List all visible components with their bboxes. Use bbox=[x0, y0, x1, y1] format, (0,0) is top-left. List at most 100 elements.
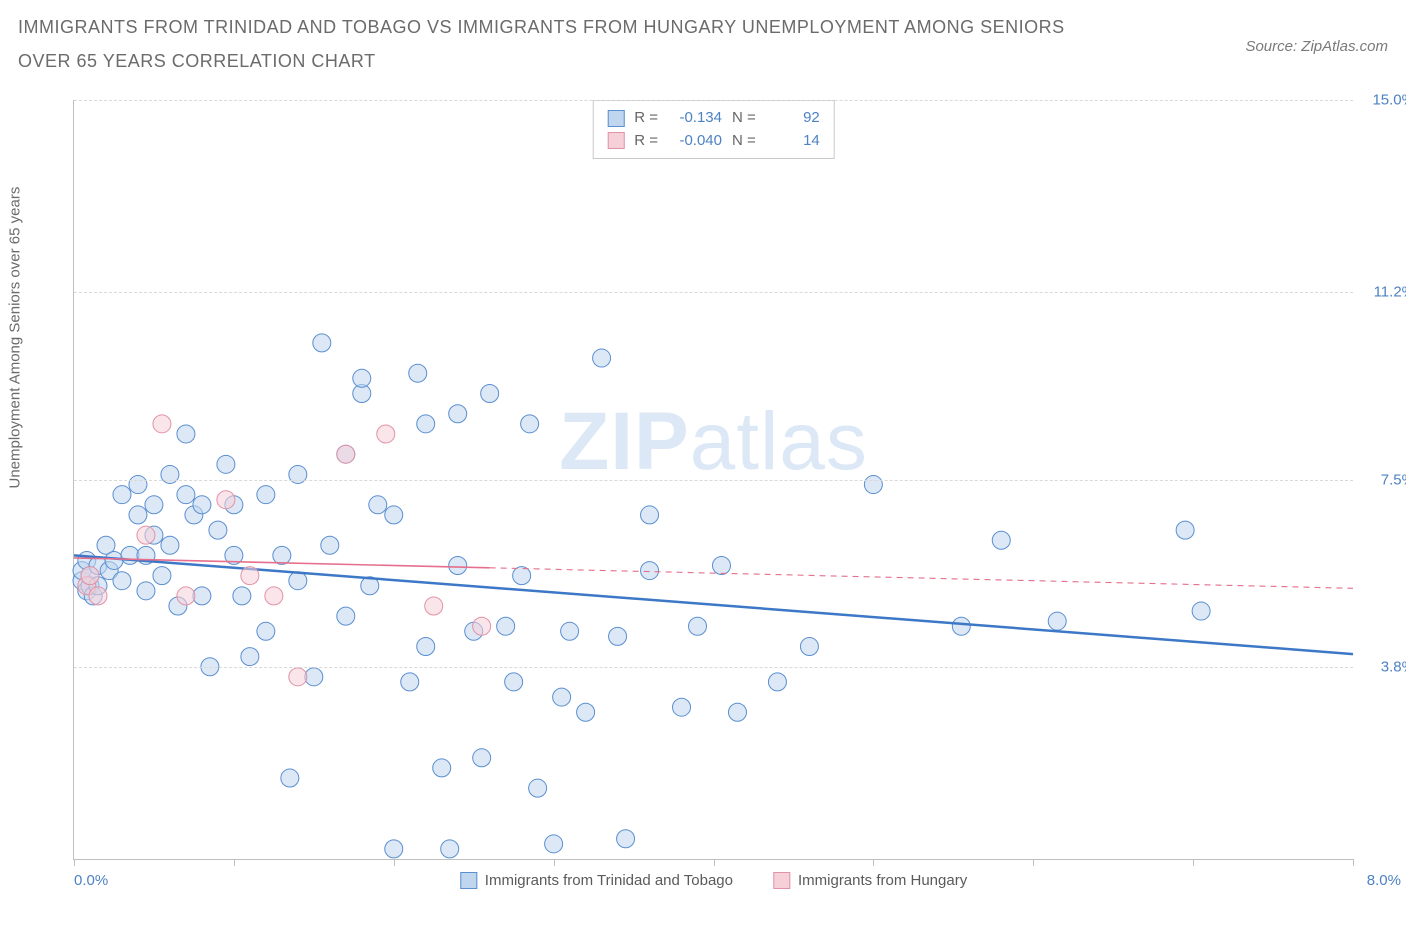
scatter-point bbox=[441, 840, 459, 858]
scatter-point bbox=[241, 648, 259, 666]
gridline bbox=[74, 100, 1353, 101]
scatter-point bbox=[257, 622, 275, 640]
y-axis-label: Unemployment Among Seniors over 65 years bbox=[7, 187, 24, 489]
scatter-point bbox=[449, 557, 467, 575]
scatter-point bbox=[385, 506, 403, 524]
scatter-point bbox=[81, 567, 99, 585]
scatter-point bbox=[505, 673, 523, 691]
stats-legend-box: R = -0.134 N = 92 R = -0.040 N = 14 bbox=[592, 100, 835, 159]
scatter-point bbox=[353, 369, 371, 387]
x-tick bbox=[234, 859, 235, 866]
gridline bbox=[74, 667, 1353, 668]
y-tick-label: 7.5% bbox=[1381, 471, 1406, 488]
scatter-point bbox=[529, 779, 547, 797]
scatter-point bbox=[473, 617, 491, 635]
scatter-point bbox=[129, 476, 147, 494]
scatter-point bbox=[273, 546, 291, 564]
swatch-blue-icon bbox=[460, 872, 477, 889]
x-tick bbox=[873, 859, 874, 866]
r-label-2: R = bbox=[634, 130, 658, 153]
scatter-point bbox=[289, 668, 307, 686]
scatter-point bbox=[513, 567, 531, 585]
scatter-point bbox=[417, 637, 435, 655]
scatter-point bbox=[89, 587, 107, 605]
scatter-point bbox=[728, 703, 746, 721]
scatter-point bbox=[217, 491, 235, 509]
n-label-2: N = bbox=[732, 130, 756, 153]
scatter-point bbox=[433, 759, 451, 777]
scatter-point bbox=[161, 536, 179, 554]
scatter-point bbox=[864, 476, 882, 494]
scatter-point bbox=[481, 384, 499, 402]
scatter-point bbox=[521, 415, 539, 433]
scatter-point bbox=[1176, 521, 1194, 539]
scatter-point bbox=[217, 455, 235, 473]
x-tick bbox=[1353, 859, 1354, 866]
y-tick-label: 15.0% bbox=[1372, 92, 1406, 109]
y-tick-label: 11.2% bbox=[1374, 284, 1406, 301]
scatter-point bbox=[137, 526, 155, 544]
n-label-1: N = bbox=[732, 107, 756, 130]
scatter-point bbox=[593, 349, 611, 367]
scatter-point bbox=[409, 364, 427, 382]
x-tick bbox=[74, 859, 75, 866]
header: IMMIGRANTS FROM TRINIDAD AND TOBAGO VS I… bbox=[0, 0, 1406, 78]
scatter-point bbox=[401, 673, 419, 691]
trend-line-dashed bbox=[490, 568, 1353, 588]
scatter-point bbox=[337, 445, 355, 463]
source-credit: Source: ZipAtlas.com bbox=[1245, 38, 1388, 55]
scatter-point bbox=[145, 496, 163, 514]
scatter-point bbox=[545, 835, 563, 853]
r-value-1: -0.134 bbox=[668, 107, 722, 130]
chart-title: IMMIGRANTS FROM TRINIDAD AND TOBAGO VS I… bbox=[18, 10, 1078, 78]
chart-area: Unemployment Among Seniors over 65 years… bbox=[55, 100, 1375, 870]
legend-bottom: Immigrants from Trinidad and Tobago Immi… bbox=[460, 872, 967, 889]
scatter-point bbox=[473, 749, 491, 767]
scatter-point bbox=[289, 465, 307, 483]
legend-label-series2: Immigrants from Hungary bbox=[798, 872, 967, 889]
scatter-point bbox=[105, 551, 123, 569]
scatter-point bbox=[800, 637, 818, 655]
scatter-point bbox=[209, 521, 227, 539]
scatter-point bbox=[768, 673, 786, 691]
y-tick-label: 3.8% bbox=[1381, 658, 1406, 675]
scatter-point bbox=[689, 617, 707, 635]
scatter-point bbox=[177, 425, 195, 443]
scatter-point bbox=[113, 572, 131, 590]
swatch-pink-icon bbox=[773, 872, 790, 889]
scatter-point bbox=[177, 486, 195, 504]
x-axis-max-label: 8.0% bbox=[1367, 872, 1401, 889]
scatter-point bbox=[617, 830, 635, 848]
scatter-point bbox=[609, 627, 627, 645]
scatter-point bbox=[137, 582, 155, 600]
plot-region: ZIPatlas R = -0.134 N = 92 R = -0.040 N … bbox=[73, 100, 1353, 860]
scatter-point bbox=[417, 415, 435, 433]
stats-row-series2: R = -0.040 N = 14 bbox=[607, 130, 820, 153]
scatter-point bbox=[561, 622, 579, 640]
scatter-point bbox=[257, 486, 275, 504]
x-tick bbox=[1033, 859, 1034, 866]
scatter-point bbox=[153, 567, 171, 585]
scatter-point bbox=[1048, 612, 1066, 630]
scatter-point bbox=[712, 557, 730, 575]
scatter-point bbox=[161, 465, 179, 483]
scatter-point bbox=[193, 587, 211, 605]
x-axis-min-label: 0.0% bbox=[74, 872, 108, 889]
scatter-point bbox=[265, 587, 283, 605]
gridline bbox=[74, 292, 1353, 293]
scatter-point bbox=[281, 769, 299, 787]
stats-row-series1: R = -0.134 N = 92 bbox=[607, 107, 820, 130]
scatter-point bbox=[377, 425, 395, 443]
scatter-point bbox=[1192, 602, 1210, 620]
scatter-point bbox=[641, 506, 659, 524]
r-label-1: R = bbox=[634, 107, 658, 130]
scatter-point bbox=[241, 567, 259, 585]
swatch-pink-icon bbox=[607, 132, 624, 149]
legend-label-series1: Immigrants from Trinidad and Tobago bbox=[485, 872, 733, 889]
gridline bbox=[74, 480, 1353, 481]
scatter-point bbox=[233, 587, 251, 605]
scatter-point bbox=[497, 617, 515, 635]
x-tick bbox=[714, 859, 715, 866]
n-value-2: 14 bbox=[766, 130, 820, 153]
scatter-point bbox=[641, 562, 659, 580]
